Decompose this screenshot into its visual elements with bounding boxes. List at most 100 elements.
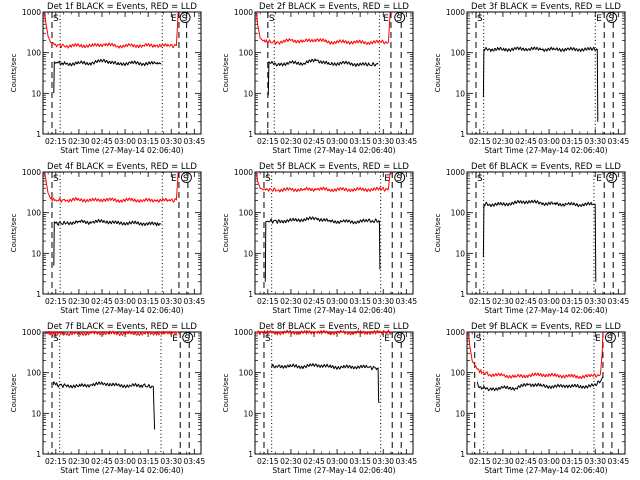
lld-series-line [43,11,179,49]
plot-frame [254,11,414,135]
x-tick-label: 03:45 [184,457,206,466]
y-tick-label: 10 [243,89,253,98]
marker-circle [394,172,406,183]
y-tick-label: 1 [460,290,465,299]
panel-3: Det 3f BLACK = Events, RED = LLD 1 10 100 10… [434,2,629,155]
x-axis-label: Start Time (27-May-14 02:06:40) [272,306,395,315]
x-tick-label: 02:30 [280,297,302,306]
panel-title: Det 5f BLACK = Events, RED = LLD [259,162,409,172]
x-axis-label: Start Time (27-May-14 02:06:40) [60,146,183,155]
x-tick-label: 03:45 [608,297,630,306]
panel-7: Det 7f BLACK = Events, RED = LLD 1 10 100 10… [10,322,205,475]
y-tick-label: 10 [31,249,41,258]
x-tick-label: 03:15 [561,457,583,466]
x-axis-label: Start Time (27-May-14 02:06:40) [60,306,183,315]
plot-frame [42,331,202,455]
marker-label: S [396,14,402,24]
marker-label: S [182,14,188,24]
x-tick-label: 02:30 [492,457,514,466]
marker-label: S [608,14,614,24]
y-tick-label: 10 [31,89,41,98]
marker-circle [606,12,618,23]
panel-title: Det 4f BLACK = Events, RED = LLD [47,162,197,172]
panel-title: Det 3f BLACK = Events, RED = LLD [471,2,621,12]
marker-circle [179,12,191,23]
y-tick-label: 1000 [446,328,465,337]
y-tick-label: 100 [239,209,254,218]
marker-label: E [171,14,177,24]
marker-label: E [384,174,390,184]
panel-2: Det 2f BLACK = Events, RED = LLD 1 10 100 10… [222,2,417,155]
y-tick-label: 100 [27,209,42,218]
y-tick-label: 1000 [446,168,465,177]
y-tick-label: 1 [248,290,253,299]
x-tick-label: 02:45 [91,137,113,146]
y-tick-label: 100 [451,369,466,378]
x-tick-label: 02:30 [68,137,90,146]
plot-frame [42,11,202,135]
marker-circle [604,332,616,343]
x-tick-label: 03:30 [584,137,606,146]
marker-label: S [53,334,59,344]
y-tick-label: 1 [248,450,253,459]
y-tick-label: 1 [248,130,253,139]
x-tick-label: 03:30 [584,457,606,466]
x-tick-label: 02:30 [280,457,302,466]
y-tick-label: 1000 [234,168,253,177]
marker-label: E [384,334,390,344]
y-axis-label: Counts/sec [434,374,442,413]
marker-circle [182,332,194,343]
events-series-line [482,46,599,122]
y-tick-label: 100 [239,369,254,378]
y-tick-label: 10 [243,409,253,418]
lld-series-line [255,171,391,193]
marker-label: S [476,334,482,344]
plot-frame [466,171,626,295]
events-series-line [53,58,162,94]
marker-label: S [184,334,190,344]
x-tick-label: 02:30 [492,137,514,146]
marker-circle [606,172,618,183]
x-tick-label: 03:30 [372,297,394,306]
y-tick-label: 10 [243,249,253,258]
y-tick-label: 1000 [22,8,41,17]
x-tick-label: 02:15 [469,297,491,306]
marker-label: E [171,174,177,184]
plot-frame [466,331,626,455]
x-tick-label: 02:45 [515,137,537,146]
panel-title: Det 1f BLACK = Events, RED = LLD [47,2,197,12]
x-tick-label: 03:15 [561,137,583,146]
y-axis-label: Counts/sec [434,214,442,253]
marker-label: E [595,334,601,344]
x-tick-label: 03:30 [160,457,182,466]
marker-label: S [53,14,59,24]
marker-label: S [265,334,271,344]
x-tick-label: 02:45 [303,297,325,306]
plot-frame [254,171,414,295]
x-tick-label: 02:30 [280,137,302,146]
marker-label: S [265,174,271,184]
lld-series-line [43,330,181,337]
x-tick-label: 02:45 [303,457,325,466]
x-axis-label: Start Time (27-May-14 02:06:40) [484,146,607,155]
x-tick-label: 02:15 [257,297,279,306]
x-tick-label: 03:00 [326,457,348,466]
marker-label: S [477,174,483,184]
marker-circle [394,12,406,23]
y-axis-label: Counts/sec [434,54,442,93]
y-axis-label: Counts/sec [10,214,18,253]
panel-5: Det 5f BLACK = Events, RED = LLD 1 10 100 10… [222,162,417,315]
x-tick-label: 02:30 [68,297,90,306]
y-tick-label: 1 [36,450,41,459]
x-tick-label: 03:15 [349,457,371,466]
events-series-line [270,363,380,404]
x-tick-label: 03:00 [114,137,136,146]
plot-frame [466,11,626,135]
x-tick-label: 03:15 [349,297,371,306]
x-tick-label: 03:45 [184,297,206,306]
marker-label: E [596,14,602,24]
events-series-line [264,216,381,282]
events-series-line [53,218,162,266]
x-tick-label: 02:45 [91,297,113,306]
